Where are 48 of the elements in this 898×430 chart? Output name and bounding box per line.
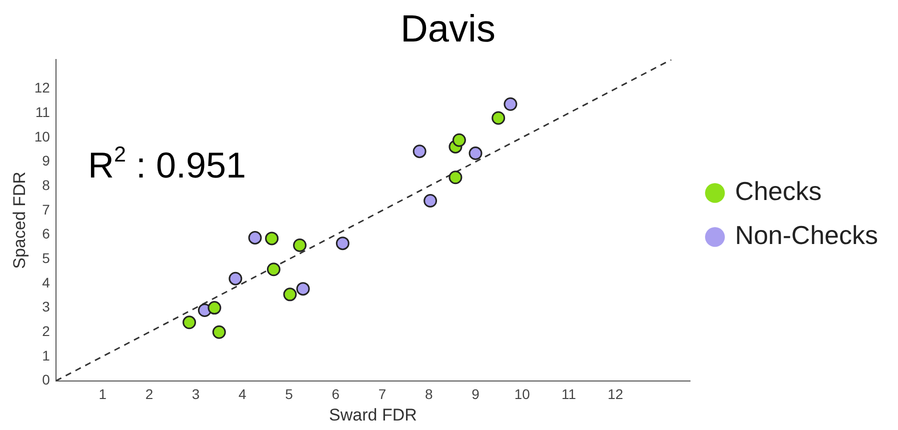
y-tick-label: 12 — [34, 80, 50, 96]
point — [448, 170, 462, 184]
x-tick-label: 6 — [332, 386, 340, 402]
chart-title: Davis — [400, 8, 496, 50]
y-tick-label: 1 — [42, 347, 50, 364]
x-tick-label: 2 — [145, 386, 154, 402]
y-tick-label: 3 — [42, 298, 50, 315]
legend-label: Non-Checks — [734, 220, 878, 250]
y-tick-label: 10 — [34, 128, 50, 144]
point — [182, 316, 196, 330]
point — [452, 133, 466, 147]
y-tick-label: 0 — [42, 372, 50, 388]
x-tick-label: 7 — [378, 386, 386, 402]
point — [265, 232, 279, 246]
point — [336, 236, 350, 250]
x-tick-label: 12 — [608, 386, 624, 402]
point — [208, 301, 222, 315]
y-tick-label: 11 — [35, 104, 50, 120]
point — [266, 262, 280, 276]
x-tick-label: 5 — [285, 386, 294, 402]
point — [492, 111, 506, 125]
y-axis-title: Spaced FDR — [10, 172, 29, 269]
y-tick-label: 7 — [42, 201, 50, 218]
y-tick-label: 4 — [42, 274, 50, 290]
x-tick-label: 1 — [98, 386, 107, 402]
x-axis-title: Sward FDR — [329, 405, 417, 424]
x-tick-label: 9 — [472, 386, 480, 402]
x-tick-label: 3 — [192, 386, 200, 402]
point — [504, 97, 518, 111]
x-tick-label: 10 — [514, 386, 530, 402]
point — [293, 238, 307, 252]
point — [468, 146, 482, 160]
y-tick-label: 9 — [42, 152, 50, 169]
y-tick-label: 5 — [42, 250, 50, 266]
point — [228, 272, 242, 286]
point — [296, 282, 310, 296]
point — [412, 144, 426, 158]
point — [424, 194, 438, 208]
legend-label: Checks — [734, 176, 822, 206]
y-tick-label: 6 — [42, 226, 50, 242]
point — [283, 288, 297, 302]
y-tick-label: 2 — [42, 322, 50, 339]
x-tick-label: 11 — [561, 386, 576, 402]
y-tick-label: 8 — [42, 176, 50, 193]
point — [248, 230, 262, 244]
x-tick-label: 4 — [238, 386, 247, 402]
x-tick-label: 8 — [425, 386, 433, 402]
point — [212, 325, 226, 339]
